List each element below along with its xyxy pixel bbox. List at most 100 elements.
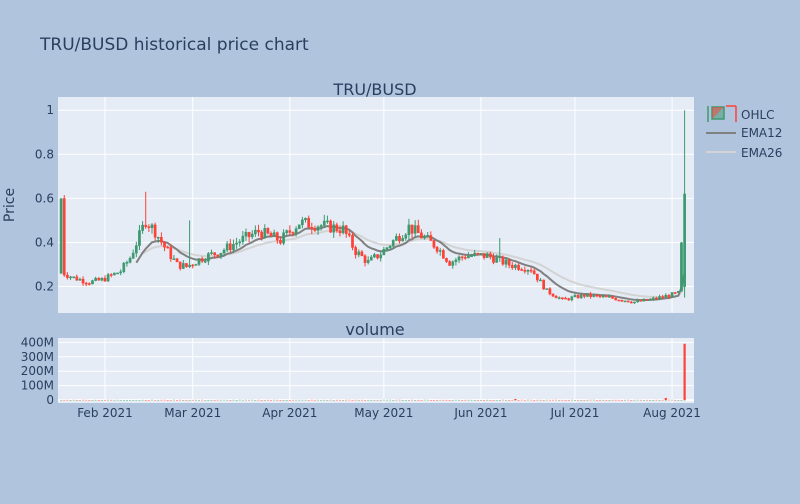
candle-body — [369, 256, 373, 261]
legend-item-ema12[interactable]: EMA12 — [706, 126, 782, 140]
candle-body — [601, 295, 605, 298]
candle-body — [213, 252, 216, 256]
candle-body — [636, 300, 639, 303]
volume-bar — [69, 400, 72, 401]
candle-body — [586, 293, 589, 297]
volume-bar — [257, 399, 260, 401]
legend-label-ohlc: OHLC — [741, 108, 775, 122]
volume-bar — [219, 399, 223, 401]
volume-bar — [310, 399, 313, 401]
volume-bar — [514, 399, 517, 401]
candle-body — [354, 247, 357, 256]
candle-body — [473, 252, 477, 256]
volume-bar — [395, 399, 398, 401]
candle-body — [576, 295, 580, 299]
volume-bar — [520, 399, 523, 401]
candle-body — [128, 258, 132, 263]
volume-bar — [144, 400, 147, 401]
candle-body — [200, 258, 204, 262]
candle-body — [420, 232, 423, 239]
candle-body — [683, 193, 686, 287]
candle-body — [166, 246, 170, 249]
candle-body — [548, 288, 552, 295]
candle-body — [81, 278, 85, 284]
volume-bar — [573, 400, 577, 401]
candle-body — [275, 232, 279, 241]
legend-item-ohlc[interactable]: OHLC — [707, 105, 775, 122]
volume-bar — [150, 399, 154, 401]
volume-bar — [367, 399, 370, 401]
volume-bar — [564, 400, 567, 401]
candle-body — [263, 228, 267, 239]
volume-bar — [486, 399, 489, 401]
volume-bar — [288, 399, 291, 401]
volume-bar — [241, 399, 244, 401]
candle-body — [673, 292, 677, 294]
candle-body — [416, 225, 420, 234]
volume-bar — [338, 399, 342, 401]
candle-body — [363, 255, 367, 263]
volume-bar — [304, 399, 307, 401]
volume-bar — [432, 399, 436, 401]
volume-bars — [60, 343, 686, 401]
candle-body — [366, 259, 370, 263]
volume-bar — [135, 399, 138, 401]
volume-bar — [263, 399, 266, 401]
volume-y-tick-label: 300M — [21, 350, 54, 364]
volume-bar — [307, 400, 310, 401]
candle-body — [442, 250, 445, 259]
candle-body — [351, 235, 354, 248]
volume-bar — [285, 400, 288, 401]
volume-bar — [614, 399, 617, 401]
candle-body — [348, 233, 351, 236]
candle-body — [194, 264, 198, 266]
volume-bar — [423, 399, 426, 401]
candle-body — [97, 277, 101, 281]
candle-body — [304, 217, 307, 221]
candle-body — [617, 299, 621, 302]
candle-body — [504, 259, 508, 265]
volume-plot-area — [58, 338, 694, 403]
volume-bar — [595, 400, 598, 401]
volume-bar — [404, 400, 407, 401]
candle-body — [269, 232, 273, 237]
volume-bar — [448, 399, 451, 401]
volume-bar — [677, 400, 680, 401]
candle-body — [178, 261, 182, 269]
volume-bar — [119, 399, 122, 401]
ema26-line — [142, 229, 686, 299]
volume-bar — [179, 399, 182, 401]
volume-bar — [435, 399, 439, 401]
volume-bar — [611, 399, 614, 401]
candle-body — [91, 280, 94, 285]
candle-body — [645, 298, 649, 301]
candle-body — [338, 230, 342, 234]
volume-bar — [279, 399, 282, 401]
volume-bar — [414, 400, 417, 401]
legend-item-ema26[interactable]: EMA26 — [706, 146, 782, 160]
volume-bar — [329, 399, 332, 401]
candle-body — [448, 261, 451, 266]
legend-label-ema12: EMA12 — [741, 126, 782, 140]
volume-bar — [429, 400, 432, 401]
volume-bar-large — [664, 397, 667, 401]
candle-body — [573, 295, 577, 298]
volume-bar — [60, 399, 63, 401]
volume-bar — [197, 399, 201, 401]
volume-bar — [116, 399, 119, 401]
candle-body — [332, 224, 336, 233]
candle-body — [611, 296, 614, 299]
volume-bar — [154, 399, 157, 401]
volume-bar — [332, 399, 335, 401]
candle-body — [526, 269, 530, 272]
candle-body — [279, 239, 282, 244]
candle-body — [257, 229, 260, 233]
candle-body — [169, 247, 173, 260]
volume-bar-large — [683, 343, 686, 401]
volume-bar — [370, 400, 373, 401]
ema12-path — [135, 225, 686, 302]
volume-bar — [489, 400, 492, 401]
volume-bar — [470, 399, 473, 401]
candle-body — [216, 254, 220, 257]
volume-bar — [91, 400, 94, 401]
